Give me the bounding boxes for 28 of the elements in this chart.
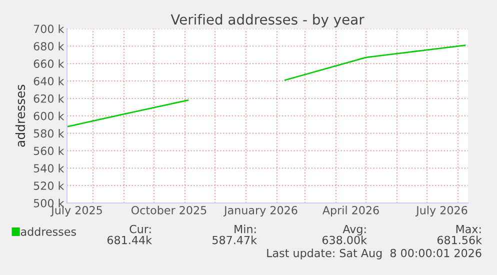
- x-tick-label: April 2026: [322, 206, 379, 217]
- text: 681.56k: [437, 236, 482, 244]
- chart-title: Verified addresses - by year: [170, 14, 364, 28]
- y-tick-label: 540 k: [34, 164, 64, 173]
- text: Last update: Sat Aug 8 00:00:01 2026: [267, 248, 482, 260]
- x-tick-label: October 2025: [131, 206, 206, 214]
- y-axis-title: addresses: [15, 84, 26, 147]
- text: Max:: [456, 224, 481, 234]
- text: 587.47k: [212, 236, 257, 244]
- x-tick-label: July 2026: [416, 206, 468, 217]
- legend-label: addresses: [20, 227, 76, 236]
- x-tick-label: January 2026: [223, 206, 298, 217]
- y-tick-label: 560 k: [34, 146, 64, 156]
- y-tick-label: 620 k: [34, 94, 64, 103]
- y-tick-label: 640 k: [34, 76, 64, 86]
- text: Avg:: [342, 224, 366, 236]
- y-tick-label: 500 k: [34, 198, 64, 208]
- y-tick-label: 520 k: [34, 181, 64, 190]
- text: Cur:: [130, 224, 151, 234]
- x-tick-label: July 2025: [50, 206, 102, 217]
- text: 638.00k: [322, 236, 367, 244]
- y-tick-label: 600 k: [34, 112, 64, 120]
- text: Min:: [234, 224, 256, 234]
- y-tick-label: 680 k: [34, 42, 64, 51]
- y-tick-label: 660 k: [34, 59, 64, 68]
- y-tick-label: 580 k: [34, 129, 64, 138]
- y-tick-label: 700 k: [34, 24, 64, 34]
- text: 681.44k: [107, 236, 152, 244]
